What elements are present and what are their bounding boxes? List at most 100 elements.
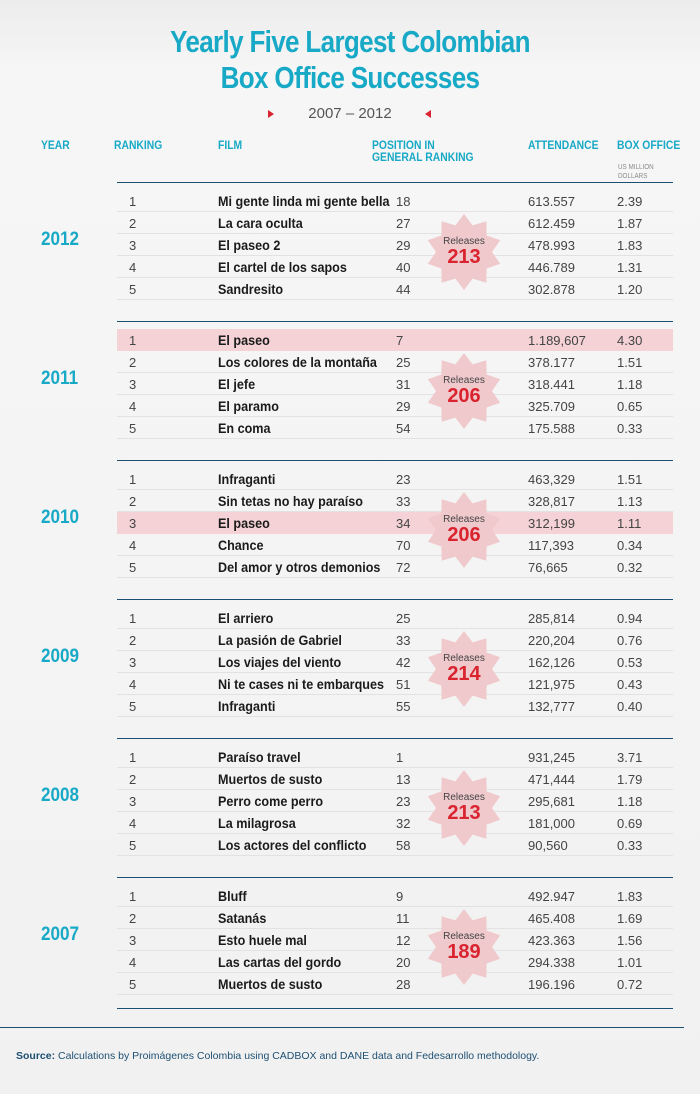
row-divider <box>117 372 673 373</box>
starburst-shape <box>427 770 501 846</box>
row-divider <box>117 511 673 512</box>
rank-cell: 2 <box>129 911 137 926</box>
position-cell: 29 <box>396 238 411 253</box>
year-label: 2008 <box>41 785 80 806</box>
year-block-2010: 2010 1 Infraganti 23 463,329 1.51 2 Sin tetas n… <box>0 460 700 599</box>
table-row: 1 Infraganti 23 463,329 1.51 <box>117 468 673 490</box>
film-cell: Los colores de la montaña <box>218 354 377 370</box>
releases-count: 206 <box>447 385 481 407</box>
attendance-cell: 302.878 <box>528 282 575 297</box>
attendance-cell: 76,665 <box>528 560 568 575</box>
attendance-cell: 220,204 <box>528 633 575 648</box>
row-divider <box>117 928 673 929</box>
table-row: 3 El paseo 2 29 478.993 1.83 <box>117 234 673 256</box>
row-divider <box>117 694 673 695</box>
film-cell: Sin tetas no hay paraíso <box>218 493 363 509</box>
position-cell: 25 <box>396 355 411 370</box>
attendance-cell: 162,126 <box>528 655 575 670</box>
position-cell: 25 <box>396 611 411 626</box>
rank-cell: 3 <box>129 933 137 948</box>
starburst-shape <box>427 353 501 429</box>
position-cell: 18 <box>396 194 411 209</box>
table-row: 4 Ni te cases ni te embarques 51 121,975 0.4… <box>117 673 673 695</box>
rank-cell: 2 <box>129 216 137 231</box>
position-cell: 29 <box>396 399 411 414</box>
table-row: 5 Sandresito 44 302.878 1.20 <box>117 278 673 300</box>
attendance-cell: 471,444 <box>528 772 575 787</box>
position-cell: 23 <box>396 794 411 809</box>
table-row: 2 La pasión de Gabriel 33 220,204 0.76 <box>117 629 673 651</box>
position-cell: 34 <box>396 516 411 531</box>
attendance-cell: 478.993 <box>528 238 575 253</box>
rank-cell: 5 <box>129 838 137 853</box>
film-cell: El arriero <box>218 610 274 626</box>
starburst-shape <box>427 492 501 568</box>
rank-cell: 2 <box>129 494 137 509</box>
film-cell: Las cartas del gordo <box>218 954 342 970</box>
table-row: 3 Los viajes del viento 42 162,126 0.53 <box>117 651 673 673</box>
table-row: 1 Mi gente linda mi gente bella 18 613.557 2… <box>117 190 673 212</box>
row-divider <box>117 672 673 673</box>
position-cell: 7 <box>396 333 404 348</box>
block-divider <box>117 321 673 322</box>
table-row: 2 La cara oculta 27 612.459 1.87 <box>117 212 673 234</box>
film-cell: Del amor y otros demonios <box>218 559 381 575</box>
row-divider <box>117 972 673 973</box>
position-cell: 23 <box>396 472 411 487</box>
releases-count: 189 <box>447 941 481 963</box>
subtitle-years: 2007 – 2012 <box>308 105 392 122</box>
block-divider <box>117 182 673 183</box>
attendance-cell: 181,000 <box>528 816 575 831</box>
attendance-cell: 446.789 <box>528 260 575 275</box>
rank-cell: 5 <box>129 282 137 297</box>
film-cell: El cartel de los sapos <box>218 259 347 275</box>
row-divider <box>117 438 673 439</box>
film-cell: La pasión de Gabriel <box>218 632 342 648</box>
starburst-icon <box>427 214 501 290</box>
rank-cell: 5 <box>129 977 137 992</box>
film-cell: Muertos de susto <box>218 976 323 992</box>
film-cell: Los viajes del viento <box>218 654 342 670</box>
position-cell: 13 <box>396 772 411 787</box>
box-office-cell: 1.83 <box>617 889 643 904</box>
film-cell: El paseo <box>218 332 270 348</box>
position-cell: 40 <box>396 260 411 275</box>
attendance-cell: 132,777 <box>528 699 575 714</box>
rank-cell: 1 <box>129 750 137 765</box>
attendance-cell: 90,560 <box>528 838 568 853</box>
table-row: 2 Sin tetas no hay paraíso 33 328,817 1.13 <box>117 490 673 512</box>
box-office-cell: 0.43 <box>617 677 643 692</box>
row-divider <box>117 994 673 995</box>
box-office-cell: 1.87 <box>617 216 643 231</box>
starburst-shape <box>427 214 501 290</box>
triangle-right-icon <box>268 110 274 118</box>
position-cell: 1 <box>396 750 404 765</box>
row-divider <box>117 277 673 278</box>
header-box-office: BOX OFFICE <box>617 140 681 152</box>
year-label: 2009 <box>41 646 80 667</box>
box-office-cell: 1.18 <box>617 377 643 392</box>
rank-cell: 4 <box>129 399 137 414</box>
rank-cell: 1 <box>129 333 137 348</box>
position-cell: 31 <box>396 377 411 392</box>
row-divider <box>117 950 673 951</box>
rank-cell: 4 <box>129 955 137 970</box>
film-cell: El jefe <box>218 376 256 392</box>
table-row: 4 El paramo 29 325.709 0.65 <box>117 395 673 417</box>
attendance-cell: 295,681 <box>528 794 575 809</box>
header-unit-line-1: US MILLION <box>618 164 654 171</box>
film-cell: Ni te cases ni te embarques <box>218 676 384 692</box>
box-office-cell: 1.56 <box>617 933 643 948</box>
header-position-line-2: GENERAL RANKING <box>372 152 474 164</box>
position-cell: 70 <box>396 538 411 553</box>
position-cell: 32 <box>396 816 411 831</box>
box-office-cell: 0.65 <box>617 399 643 414</box>
film-cell: Mi gente linda mi gente bella <box>218 193 390 209</box>
year-block-2009: 2009 1 El arriero 25 285,814 0.94 2 La pasión d… <box>0 599 700 738</box>
table-row: 2 Satanás 11 465.408 1.69 <box>117 907 673 929</box>
box-office-cell: 4.30 <box>617 333 643 348</box>
row-divider <box>117 416 673 417</box>
rank-cell: 3 <box>129 794 137 809</box>
rank-cell: 1 <box>129 194 137 209</box>
table-row: 3 El jefe 31 318.441 1.18 <box>117 373 673 395</box>
